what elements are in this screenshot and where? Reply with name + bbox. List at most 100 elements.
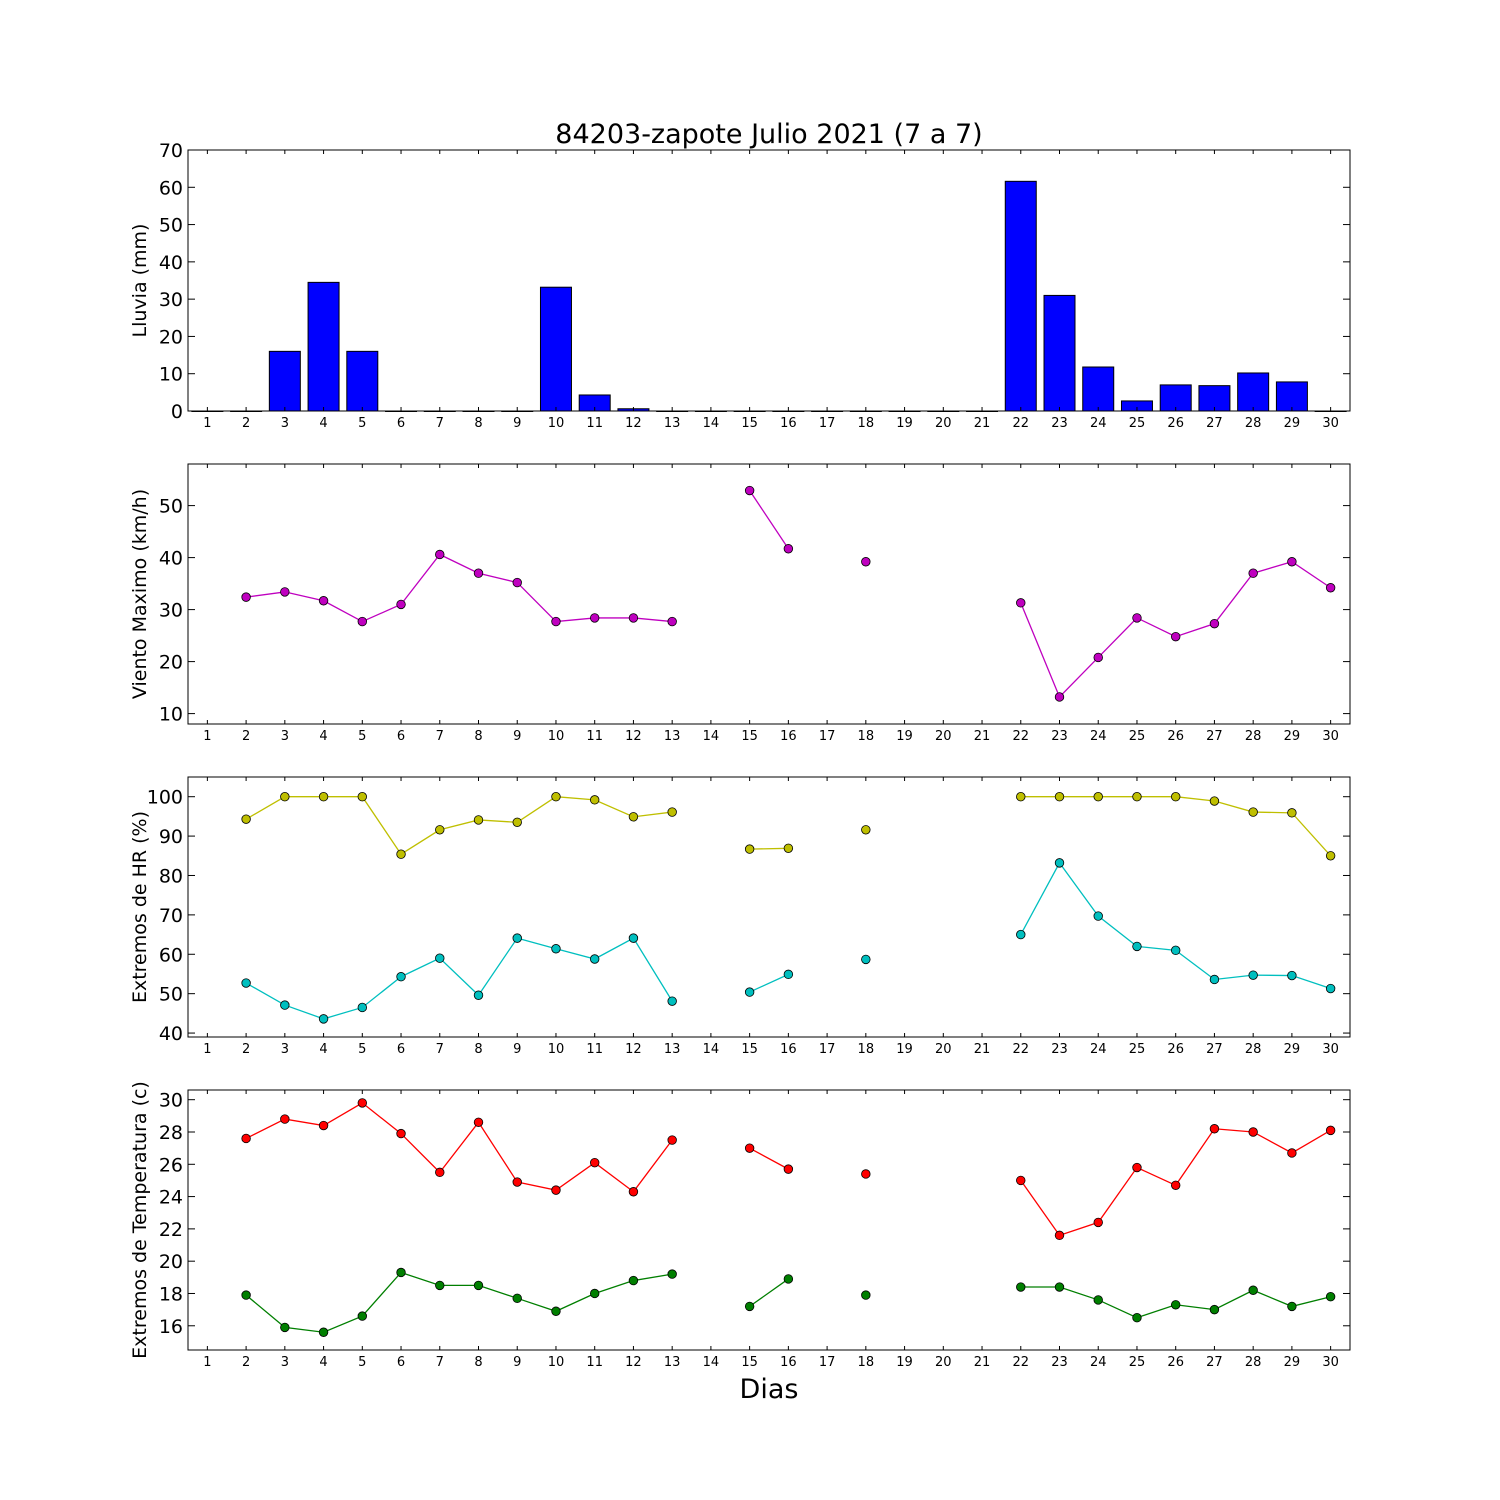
x-tick-label: 26 bbox=[1167, 416, 1184, 431]
panel-2: 1 2 3 4 5 6 7 8 9 10 11 12 13 14 15 16 17 18 19 20 21 22 23 24 2… bbox=[129, 463, 1351, 744]
data-point-day-18 bbox=[861, 1169, 871, 1179]
data-point-day-18 bbox=[861, 825, 871, 835]
y-tick-label: 0 bbox=[171, 401, 183, 423]
data-point-day-9 bbox=[512, 1293, 522, 1304]
x-tick-label: 20 bbox=[935, 729, 952, 744]
x-axis-label: Dias bbox=[740, 1374, 799, 1405]
data-point-day-3 bbox=[280, 1000, 290, 1010]
x-tick-label: 5 bbox=[358, 1042, 366, 1057]
series-line bbox=[1020, 861, 1331, 990]
data-point-day-18 bbox=[861, 557, 871, 567]
data-point-day-4 bbox=[318, 792, 329, 802]
x-tick-label: 19 bbox=[896, 729, 913, 744]
y-tick-label: 50 bbox=[159, 215, 183, 237]
data-point-day-9 bbox=[512, 817, 522, 828]
data-point-day-12 bbox=[628, 812, 639, 822]
series-line bbox=[749, 490, 789, 550]
x-tick-label: 30 bbox=[1322, 416, 1339, 431]
data-point-day-4 bbox=[318, 1120, 329, 1131]
x-tick-label: 14 bbox=[703, 416, 720, 431]
data-point-day-26 bbox=[1170, 631, 1181, 642]
data-point-day-15 bbox=[744, 844, 755, 854]
data-point-day-26 bbox=[1170, 1180, 1181, 1190]
x-tick-label: 6 bbox=[397, 1042, 405, 1057]
x-tick-label: 19 bbox=[896, 416, 913, 431]
x-tick-label: 17 bbox=[819, 1355, 836, 1370]
x-tick-label: 18 bbox=[858, 1042, 875, 1057]
x-tick-label: 26 bbox=[1167, 1355, 1184, 1370]
bar-day-28 bbox=[1237, 372, 1270, 412]
y-tick-label: 20 bbox=[159, 1251, 183, 1273]
data-point-day-22 bbox=[1016, 792, 1026, 802]
x-tick-label: 9 bbox=[513, 1355, 521, 1370]
x-tick-label: 12 bbox=[625, 416, 642, 431]
data-point-day-4 bbox=[318, 596, 329, 606]
data-point-day-8 bbox=[473, 1117, 484, 1128]
data-point-day-12 bbox=[628, 613, 639, 623]
data-point-day-24 bbox=[1093, 1217, 1103, 1228]
x-tick-label: 21 bbox=[974, 416, 991, 431]
bar-day-24 bbox=[1082, 366, 1115, 412]
x-tick-label: 27 bbox=[1206, 729, 1223, 744]
x-tick-label: 5 bbox=[358, 1355, 366, 1370]
x-tick-label: 8 bbox=[474, 1042, 482, 1057]
y-tick-label: 70 bbox=[159, 140, 183, 162]
x-tick-label: 6 bbox=[397, 416, 405, 431]
x-tick-label: 21 bbox=[974, 1042, 991, 1057]
data-point-day-10 bbox=[551, 616, 561, 627]
data-point-day-13 bbox=[667, 616, 677, 627]
y-axis-label: Extremos de HR (%) bbox=[129, 811, 151, 1003]
data-point-day-11 bbox=[590, 613, 600, 623]
series-1 bbox=[241, 1098, 1336, 1241]
data-point-day-12 bbox=[628, 1187, 639, 1197]
x-tick-label: 8 bbox=[474, 729, 482, 744]
data-point-day-5 bbox=[357, 1311, 368, 1321]
data-point-day-4 bbox=[318, 1327, 329, 1337]
x-tick-label: 9 bbox=[513, 416, 521, 431]
data-point-day-10 bbox=[551, 792, 561, 802]
x-tick-label: 28 bbox=[1245, 1355, 1262, 1370]
series-1 bbox=[241, 792, 1336, 861]
data-point-day-6 bbox=[396, 1128, 406, 1139]
axes-frame bbox=[187, 776, 1351, 1038]
x-tick-label: 6 bbox=[397, 729, 405, 744]
data-point-day-6 bbox=[396, 599, 406, 610]
x-tick-label: 29 bbox=[1284, 1042, 1301, 1057]
data-point-day-18 bbox=[861, 1290, 871, 1300]
series-line bbox=[749, 1278, 789, 1307]
y-tick-label: 50 bbox=[159, 984, 183, 1006]
x-tick-label: 24 bbox=[1090, 416, 1107, 431]
data-point-day-15 bbox=[744, 1143, 755, 1153]
x-tick-label: 24 bbox=[1090, 1042, 1107, 1057]
data-point-day-28 bbox=[1248, 970, 1258, 980]
data-point-day-23 bbox=[1054, 1230, 1065, 1241]
bar-day-23 bbox=[1043, 294, 1076, 412]
x-tick-label: 5 bbox=[358, 416, 366, 431]
series-line bbox=[749, 973, 789, 993]
x-tick-label: 15 bbox=[741, 1042, 758, 1057]
bar-day-5 bbox=[346, 350, 379, 412]
x-tick-label: 17 bbox=[819, 1042, 836, 1057]
data-point-day-16 bbox=[783, 544, 794, 554]
data-point-day-28 bbox=[1248, 807, 1258, 817]
x-tick-label: 11 bbox=[586, 416, 603, 431]
y-tick-label: 80 bbox=[159, 865, 183, 887]
x-tick-label: 21 bbox=[974, 729, 991, 744]
panel-4: 1 2 3 4 5 6 7 8 9 10 11 12 13 14 15 16 17 18 19 20 21 22 23 24 2… bbox=[129, 1081, 1351, 1370]
x-tick-label: 14 bbox=[703, 729, 720, 744]
x-tick-label: 12 bbox=[625, 1042, 642, 1057]
data-point-day-8 bbox=[473, 815, 484, 825]
y-tick-label: 50 bbox=[159, 496, 183, 518]
data-point-day-8 bbox=[473, 1280, 484, 1291]
data-point-day-7 bbox=[435, 953, 445, 963]
bar-day-22 bbox=[1004, 180, 1037, 412]
data-point-day-24 bbox=[1093, 652, 1103, 663]
data-point-day-2 bbox=[241, 978, 251, 988]
x-tick-label: 1 bbox=[203, 416, 211, 431]
x-tick-label: 14 bbox=[703, 1355, 720, 1370]
y-axis-label: Extremos de Temperatura (c) bbox=[129, 1081, 151, 1359]
data-point-day-9 bbox=[512, 577, 522, 588]
x-tick-label: 20 bbox=[935, 1355, 952, 1370]
x-tick-label: 13 bbox=[664, 729, 681, 744]
